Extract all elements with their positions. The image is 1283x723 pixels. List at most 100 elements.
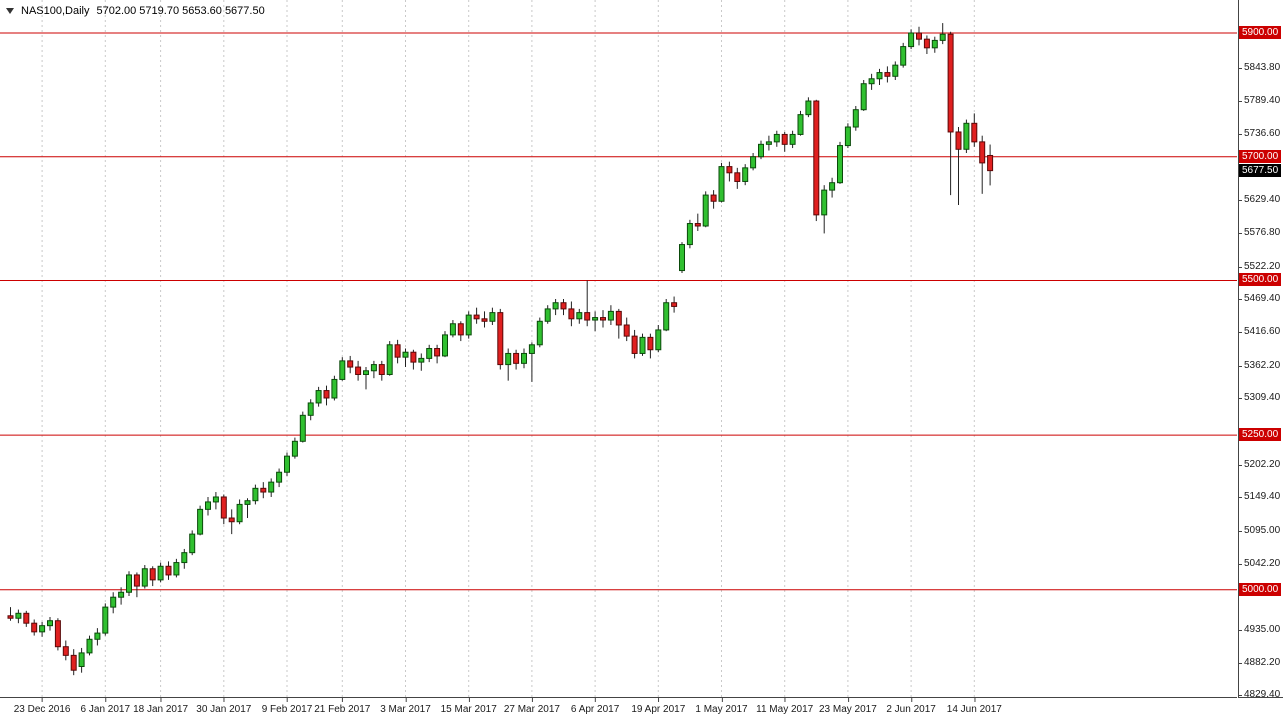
candle-up (126, 574, 132, 593)
y-axis-label: 5042.20 (1239, 558, 1280, 570)
candle-up (15, 612, 22, 619)
candle-up (607, 310, 614, 321)
candle-up (86, 638, 93, 654)
candle-down (260, 487, 267, 493)
candle-down (726, 166, 733, 174)
candle-down (734, 172, 741, 182)
candle-up (892, 64, 899, 77)
candle-up (900, 46, 907, 66)
x-axis-label: 14 Jun 2017 (946, 698, 1002, 715)
candle-up (939, 33, 946, 41)
candle-up (252, 487, 259, 502)
candle-down (979, 141, 986, 164)
candle-up (844, 126, 851, 147)
candle-up (536, 320, 543, 346)
y-axis-label: 5522.20 (1239, 261, 1280, 273)
x-axis-label: 30 Jan 2017 (196, 698, 252, 715)
y-axis-label: 5095.00 (1239, 525, 1280, 537)
candle-down (955, 131, 962, 150)
candle-up (797, 114, 804, 135)
candle-up (78, 652, 85, 667)
candle-up (876, 72, 883, 80)
price-level-label: 5500.00 (1239, 273, 1282, 287)
candle-down (781, 133, 788, 145)
candle-up (544, 308, 551, 322)
candle-down (394, 344, 401, 358)
time-axis[interactable]: 23 Dec 2016 6 Jan 2017 18 Jan 2017 30 Jan 2… (0, 698, 1283, 723)
candle-down (584, 312, 591, 321)
candle-down (513, 352, 520, 364)
candle-up (418, 357, 425, 363)
candle-up (860, 83, 867, 111)
candle-down (623, 324, 630, 337)
x-axis-label: 11 May 2017 (756, 698, 814, 715)
candle-down (31, 622, 38, 633)
x-axis-label: 19 Apr 2017 (631, 698, 686, 715)
candle-down (228, 517, 235, 523)
chart-canvas[interactable]: NAS100,Daily 5702.00 5719.70 5653.60 567… (0, 0, 1237, 698)
candle-up (576, 312, 583, 320)
price-level-label: 5700.00 (1239, 149, 1282, 163)
candle-up (702, 194, 709, 227)
candle-down (923, 38, 930, 49)
candle-up (758, 143, 764, 158)
candle-up (552, 302, 559, 310)
y-axis-label: 5309.40 (1239, 392, 1280, 404)
candle-up (489, 312, 496, 322)
candle-down (568, 308, 575, 320)
candle-down (7, 615, 14, 619)
candle-up (307, 402, 314, 416)
candle-up (655, 329, 662, 351)
candle-down (813, 100, 820, 216)
candle-down (916, 32, 922, 40)
candle-down (631, 335, 638, 354)
candle-down (473, 314, 480, 320)
candle-up (679, 244, 685, 272)
candle-up (505, 352, 512, 366)
candle-up (291, 440, 298, 457)
x-axis-label: 6 Jan 2017 (80, 698, 131, 715)
candle-up (442, 334, 448, 357)
candle-up (742, 167, 749, 182)
candle-down (378, 364, 385, 375)
candle-up (908, 32, 915, 48)
y-axis-label: 5416.60 (1239, 326, 1280, 338)
candle-up (931, 39, 938, 49)
candle-up (821, 189, 828, 216)
price-level-label: 5900.00 (1239, 25, 1282, 39)
candle-up (339, 360, 346, 380)
x-axis-label: 9 Feb 2017 (261, 698, 313, 715)
x-axis-label: 1 May 2017 (695, 698, 748, 715)
candle-down (23, 612, 30, 624)
candle-up (426, 348, 433, 359)
x-axis-label: 18 Jan 2017 (133, 698, 189, 715)
candle-up (465, 314, 472, 336)
candle-up (299, 414, 306, 442)
y-axis-label: 4829.40 (1239, 689, 1280, 701)
candle-down (133, 574, 140, 587)
candle-up (837, 145, 843, 184)
x-axis-label: 2 Jun 2017 (886, 698, 936, 715)
chart-header: NAS100,Daily 5702.00 5719.70 5653.60 567… (6, 5, 265, 17)
candle-down (615, 310, 622, 326)
y-axis-label: 5789.40 (1239, 95, 1280, 107)
candle-up (181, 552, 188, 564)
candle-up (765, 141, 772, 145)
candle-up (386, 344, 393, 375)
candle-up (686, 223, 693, 246)
current-price-label: 5677.50 (1239, 163, 1282, 177)
candle-up (639, 336, 646, 354)
candle-up (102, 606, 109, 634)
dropdown-arrow-icon[interactable] (6, 8, 14, 14)
price-level-label: 5250.00 (1239, 428, 1282, 442)
candle-down (54, 620, 61, 648)
candle-up (663, 302, 670, 331)
price-axis[interactable]: 5843.80 5789.40 5736.60 5629.40 5576.80 5522.… (1238, 0, 1283, 701)
candle-up (284, 455, 290, 473)
candle-down (434, 348, 441, 357)
candle-up (789, 133, 796, 145)
y-axis-label: 5843.80 (1239, 62, 1280, 74)
candle-up (268, 481, 275, 493)
x-axis-label: 23 Dec 2016 (13, 698, 71, 715)
